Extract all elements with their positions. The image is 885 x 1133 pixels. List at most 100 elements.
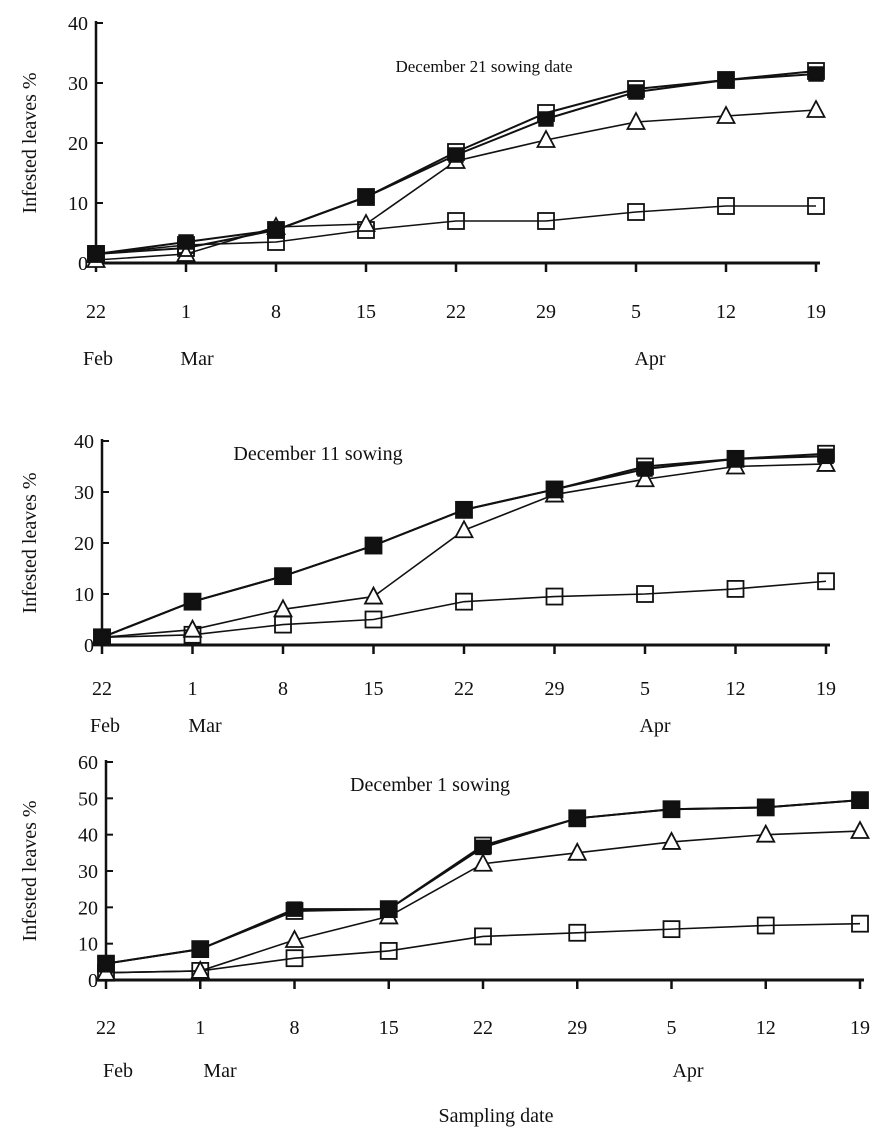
data-point-series-3 bbox=[635, 468, 655, 488]
data-point-series-1 bbox=[456, 502, 472, 518]
data-point-series-1 bbox=[448, 147, 464, 163]
data-point-series-1 bbox=[381, 901, 397, 917]
data-point-series-3 bbox=[284, 929, 305, 948]
data-point-series-3 bbox=[716, 105, 736, 124]
y-tick-label: 10 bbox=[68, 193, 88, 215]
data-point-series-1 bbox=[808, 66, 824, 82]
data-point-series-2 bbox=[807, 197, 825, 215]
data-point-series-2 bbox=[851, 914, 869, 933]
data-point-series-1 bbox=[718, 72, 734, 88]
data-point-series-4 bbox=[851, 791, 869, 810]
series-line-3 bbox=[95, 109, 817, 261]
data-point-series-4 bbox=[191, 940, 210, 959]
data-point-series-3 bbox=[806, 99, 826, 118]
data-point-series-1 bbox=[88, 246, 104, 262]
data-point-series-4 bbox=[93, 628, 111, 647]
data-point-series-3 bbox=[661, 831, 682, 850]
data-point-series-1 bbox=[637, 461, 653, 477]
data-point-series-1 bbox=[727, 451, 744, 467]
x-tick-label: 1 bbox=[195, 1017, 205, 1039]
x-tick-label: 15 bbox=[364, 678, 384, 700]
data-point-series-4 bbox=[756, 798, 775, 817]
y-tick-label: 20 bbox=[74, 533, 94, 555]
x-tick-label: 22 bbox=[96, 1017, 116, 1039]
data-point-series-4 bbox=[455, 500, 473, 519]
y-tick-label: 20 bbox=[68, 133, 88, 155]
month-label-apr: Apr bbox=[639, 715, 670, 737]
data-point-series-4 bbox=[807, 62, 825, 80]
x-tick-label: 12 bbox=[726, 678, 746, 700]
data-point-series-1 bbox=[365, 537, 382, 554]
data-point-series-1 bbox=[852, 792, 868, 808]
data-point-series-2 bbox=[717, 197, 735, 215]
x-tick-label: 12 bbox=[716, 301, 736, 323]
y-axis-label: Infested leaves % bbox=[19, 472, 41, 613]
data-point-series-4 bbox=[545, 480, 564, 499]
x-tick-label: 22 bbox=[86, 301, 106, 323]
y-tick-label: 40 bbox=[78, 825, 98, 847]
x-tick-label: 22 bbox=[473, 1017, 493, 1039]
data-point-series-3 bbox=[626, 111, 646, 130]
data-point-series-1 bbox=[268, 222, 284, 238]
chart-title: December 21 sowing date bbox=[395, 57, 572, 76]
data-point-series-2 bbox=[636, 585, 654, 603]
y-tick-label: 50 bbox=[78, 788, 98, 810]
chart-panel-2: 0 10 20 30 40 22 1 8 15 22 29 5 12 19 Feb Mar Apr Infeste… bbox=[19, 431, 836, 737]
series-line-2 bbox=[105, 922, 861, 974]
data-point-series-2 bbox=[726, 580, 745, 598]
data-point-series-1 bbox=[94, 629, 110, 646]
chart-panel-3: 0 10 20 30 40 50 60 22 1 8 15 22 29 5 12 19 Feb Mar Apr Inf… bbox=[19, 752, 870, 1082]
month-label-feb: Feb bbox=[90, 715, 120, 737]
data-point-series-4 bbox=[447, 143, 465, 161]
data-point-series-1 bbox=[628, 84, 644, 100]
x-tick-label: 29 bbox=[545, 678, 565, 700]
x-tick-label: 12 bbox=[756, 1017, 776, 1039]
data-point-series-4 bbox=[183, 592, 202, 611]
data-point-series-3 bbox=[356, 213, 376, 232]
data-point-series-2 bbox=[379, 942, 398, 960]
data-point-series-3 bbox=[536, 129, 556, 148]
data-point-series-3 bbox=[363, 585, 384, 605]
data-point-series-3 bbox=[755, 823, 776, 843]
data-point-series-1 bbox=[475, 839, 491, 856]
x-tick-label: 22 bbox=[92, 678, 112, 700]
y-tick-label: 20 bbox=[78, 897, 98, 919]
month-label-apr: Apr bbox=[672, 1060, 703, 1082]
data-point-series-4 bbox=[726, 449, 745, 468]
data-point-series-4 bbox=[717, 71, 735, 89]
data-point-series-3 bbox=[850, 820, 870, 839]
data-point-series-4 bbox=[267, 221, 285, 239]
data-point-series-4 bbox=[379, 900, 398, 919]
data-point-series-1 bbox=[192, 941, 208, 957]
data-point-series-4 bbox=[662, 800, 681, 819]
data-point-series-4 bbox=[568, 809, 587, 828]
y-axis-label: Infested leaves % bbox=[19, 72, 41, 213]
y-axis-label: Infested leaves % bbox=[19, 800, 41, 941]
data-point-series-1 bbox=[275, 568, 291, 584]
month-label-mar: Mar bbox=[203, 1060, 237, 1082]
y-tick-label: 10 bbox=[74, 584, 94, 606]
x-tick-label: 15 bbox=[356, 301, 376, 323]
y-tick-label: 10 bbox=[78, 934, 98, 956]
x-tick-label: 29 bbox=[536, 301, 556, 323]
data-point-series-4 bbox=[364, 536, 383, 555]
data-point-series-1 bbox=[178, 234, 194, 250]
x-tick-label: 8 bbox=[271, 301, 281, 323]
data-point-series-4 bbox=[285, 902, 304, 920]
data-point-series-2 bbox=[817, 572, 835, 591]
data-point-series-2 bbox=[545, 587, 564, 606]
data-point-series-3 bbox=[182, 618, 203, 638]
data-point-series-4 bbox=[87, 245, 105, 263]
data-point-series-3 bbox=[176, 243, 196, 262]
y-tick-label: 30 bbox=[74, 482, 94, 504]
data-point-series-4 bbox=[537, 104, 555, 122]
x-tick-label: 8 bbox=[278, 678, 288, 700]
y-tick-label: 60 bbox=[78, 752, 98, 774]
y-tick-label: 30 bbox=[78, 861, 98, 883]
month-label-mar: Mar bbox=[180, 348, 214, 370]
data-point-series-2 bbox=[474, 927, 492, 946]
data-point-series-4 bbox=[357, 188, 375, 206]
series-line-3 bbox=[101, 463, 827, 639]
y-tick-label: 0 bbox=[88, 970, 98, 992]
y-tick-label: 40 bbox=[68, 13, 88, 35]
